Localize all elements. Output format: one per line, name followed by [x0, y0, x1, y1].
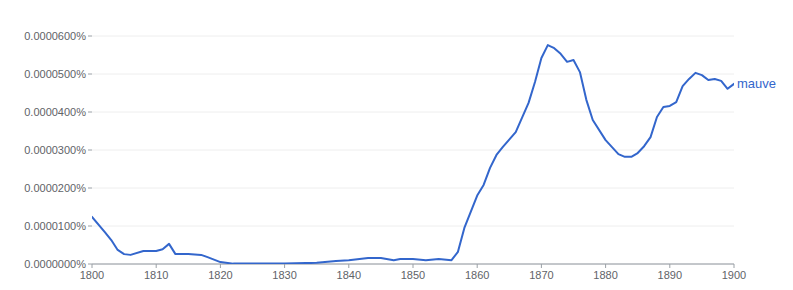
grid-line — [92, 36, 734, 37]
x-tick-label: 1810 — [144, 269, 168, 281]
x-tick-label: 1890 — [658, 269, 682, 281]
grid-line — [92, 74, 734, 75]
x-tick — [605, 264, 606, 268]
series-line — [92, 45, 734, 264]
x-tick-label: 1830 — [272, 269, 296, 281]
grid-line — [92, 188, 734, 189]
y-tick-label: 0.0000600% — [24, 30, 86, 42]
x-tick — [541, 264, 542, 268]
x-tick-label: 1800 — [80, 269, 104, 281]
y-tick-label: 0.0000400% — [24, 106, 86, 118]
x-tick — [413, 264, 414, 268]
y-tick-label: 0.0000500% — [24, 68, 86, 80]
x-tick — [734, 264, 735, 268]
y-tick-label: 0.0000300% — [24, 144, 86, 156]
x-tick — [92, 264, 93, 268]
y-tick — [88, 226, 92, 227]
y-tick — [88, 36, 92, 37]
series-label: mauve — [737, 76, 776, 91]
x-tick — [669, 264, 670, 268]
grid-line — [92, 112, 734, 113]
x-tick-label: 1900 — [722, 269, 746, 281]
x-tick-label: 1860 — [465, 269, 489, 281]
x-tick — [220, 264, 221, 268]
y-tick — [88, 150, 92, 151]
x-tick — [477, 264, 478, 268]
y-tick — [88, 74, 92, 75]
y-tick-label: 0.0000200% — [24, 182, 86, 194]
y-tick-label: 0.0000100% — [24, 220, 86, 232]
chart-container: 0.0000000% 0.0000100% 0.0000200% 0.0000300%… — [0, 0, 793, 290]
plot-area — [92, 45, 734, 264]
y-tick — [88, 112, 92, 113]
y-tick — [88, 264, 92, 265]
y-tick-label: 0.0000000% — [24, 258, 86, 270]
x-tick — [348, 264, 349, 268]
x-tick — [284, 264, 285, 268]
y-tick — [88, 188, 92, 189]
x-tick-label: 1850 — [401, 269, 425, 281]
x-tick — [156, 264, 157, 268]
x-tick-label: 1880 — [593, 269, 617, 281]
chart: 0.0000000% 0.0000100% 0.0000200% 0.0000300%… — [0, 0, 793, 290]
x-tick-label: 1840 — [337, 269, 361, 281]
x-tick-label: 1870 — [529, 269, 553, 281]
x-tick-label: 1820 — [208, 269, 232, 281]
grid-line — [92, 226, 734, 227]
grid-line — [92, 150, 734, 151]
